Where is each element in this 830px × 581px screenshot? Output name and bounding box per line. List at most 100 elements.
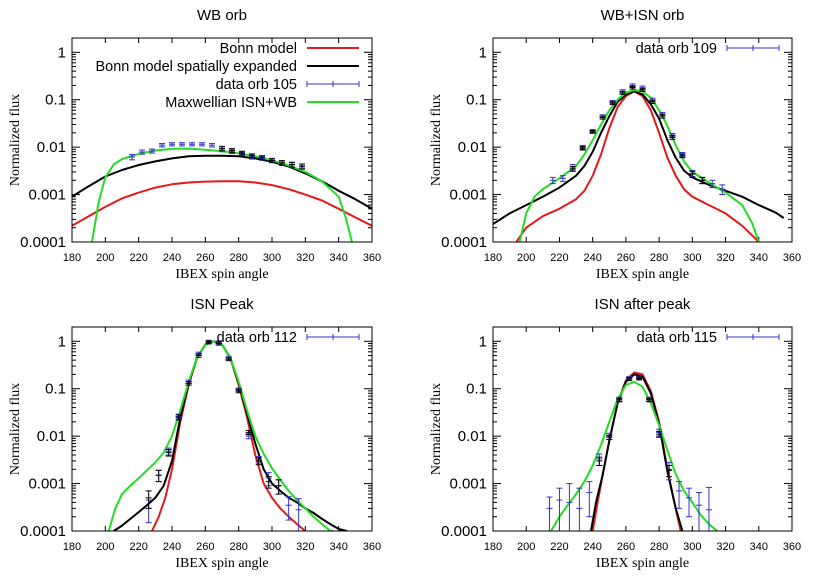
- chart-title: WB orb: [197, 7, 247, 24]
- x-tick-label: 180: [484, 541, 502, 553]
- data-point-data: [159, 143, 165, 148]
- data-point-data_black: [275, 479, 282, 495]
- x-tick-label: 200: [96, 252, 114, 264]
- data-point-data_black: [155, 469, 162, 483]
- x-tick-label: 360: [783, 541, 801, 553]
- data-point-data_black: [259, 155, 265, 161]
- x-tick-label: 300: [683, 252, 701, 264]
- data-point-data_black: [255, 457, 262, 466]
- x-tick-label: 280: [650, 541, 668, 553]
- x-tick-label: 240: [163, 541, 181, 553]
- y-axis-label: Normalized flux: [8, 94, 23, 186]
- y-tick-label: 0.0001: [20, 523, 66, 540]
- legend-label-maxwell: Maxwellian ISN+WB: [165, 95, 297, 111]
- x-tick-label: 280: [229, 541, 247, 553]
- data-point-data_black: [195, 353, 202, 358]
- data-point-data: [549, 176, 556, 185]
- chart-title: ISN Peak: [190, 296, 254, 313]
- data-point-data: [149, 148, 155, 154]
- data-point-data_black: [639, 88, 646, 92]
- x-tick-label: 260: [617, 252, 635, 264]
- data-point-data: [676, 481, 683, 509]
- data-point-data_black: [679, 153, 686, 159]
- x-tick-label: 340: [329, 252, 347, 264]
- x-tick-label: 200: [96, 541, 114, 553]
- legend: data orb 109: [636, 41, 780, 57]
- data-point-data_black: [145, 490, 152, 509]
- legend-label-data: data orb 112: [217, 330, 297, 346]
- y-axis-label: Normalized flux: [8, 383, 23, 475]
- y-tick-label: 0.001: [449, 476, 487, 493]
- data-point-data: [139, 149, 145, 155]
- x-tick-label: 200: [517, 541, 535, 553]
- data-point-data_black: [175, 414, 182, 421]
- data-point-data_black: [626, 377, 633, 382]
- legend-label-bonn: Bonn model: [220, 41, 297, 57]
- data-point-data_black: [265, 476, 272, 489]
- data-point-data: [295, 498, 302, 531]
- plot-frame: [71, 326, 373, 532]
- data-point-data_black: [235, 388, 242, 394]
- y-tick-label: 0.001: [28, 476, 66, 493]
- data-point-data_black: [205, 340, 212, 345]
- data-point-data_black: [606, 434, 613, 440]
- y-axis-label: Normalized flux: [429, 94, 444, 186]
- data-point-data: [546, 496, 553, 531]
- legend: Bonn model Bonn model spatially expanded d…: [95, 41, 360, 111]
- x-axis-label: IBEX spin angle: [596, 267, 689, 282]
- data-point-data_black: [249, 153, 255, 159]
- y-tick-label: 0.01: [37, 428, 66, 445]
- legend-label-data: data orb 109: [636, 41, 717, 57]
- x-tick-label: 320: [716, 252, 734, 264]
- y-tick-label: 0.0001: [441, 523, 487, 540]
- data-point-data_black: [215, 341, 222, 346]
- x-tick-label: 200: [517, 252, 535, 264]
- series-line-maxwell: [518, 89, 760, 242]
- plot-area: [72, 142, 372, 242]
- chart-wb-orb: WB orb 180 200 220 240 260 280 300 320 340 360 1 0.1…: [8, 7, 381, 282]
- data-point-data_black: [185, 381, 192, 386]
- data-point-data: [695, 491, 702, 531]
- x-axis-label: IBEX spin angle: [175, 556, 268, 571]
- x-tick-label: 360: [363, 541, 381, 553]
- data-point-data_black: [699, 176, 706, 185]
- x-tick-label: 320: [716, 541, 734, 553]
- x-tick-label: 360: [783, 252, 801, 264]
- legend-label-expanded: Bonn model spatially expanded: [95, 59, 297, 75]
- plot-frame: [492, 37, 793, 243]
- chart-title: ISN after peak: [595, 296, 691, 313]
- x-tick-label: 260: [196, 541, 214, 553]
- y-tick-label: 1: [58, 44, 66, 61]
- x-tick-label: 240: [583, 252, 601, 264]
- data-point-data: [705, 486, 712, 531]
- data-point-data_black: [659, 113, 666, 119]
- data-point-data_black: [609, 101, 616, 106]
- y-tick-label: 0.1: [45, 92, 66, 109]
- series-line-expanded: [590, 373, 684, 531]
- x-tick-label: 220: [550, 252, 568, 264]
- data-point-data: [686, 487, 693, 518]
- y-tick-label: 1: [479, 44, 487, 61]
- data-point-data: [179, 142, 185, 147]
- data-point-data_black: [239, 150, 245, 156]
- plot-area: [107, 339, 348, 531]
- data-point-data_black: [636, 376, 643, 381]
- series-line-maxwell: [107, 340, 334, 531]
- data-point-data_black: [596, 456, 603, 467]
- x-tick-label: 180: [63, 541, 81, 553]
- x-tick-label: 240: [583, 541, 601, 553]
- data-point-data: [209, 143, 215, 148]
- data-point-data_black: [629, 85, 636, 90]
- data-point-data_black: [666, 465, 673, 478]
- data-point-data_black: [649, 99, 656, 105]
- x-axis-label: IBEX spin angle: [175, 267, 268, 282]
- x-tick-label: 300: [683, 541, 701, 553]
- x-tick-label: 220: [129, 252, 147, 264]
- data-point-data: [586, 481, 593, 518]
- data-point-data_black: [589, 130, 596, 134]
- y-tick-label: 0.0001: [20, 234, 66, 251]
- data-point-data: [566, 483, 573, 531]
- y-tick-label: 0.01: [458, 428, 487, 445]
- series-line-bonn: [72, 180, 372, 227]
- y-tick-label: 0.01: [458, 139, 487, 156]
